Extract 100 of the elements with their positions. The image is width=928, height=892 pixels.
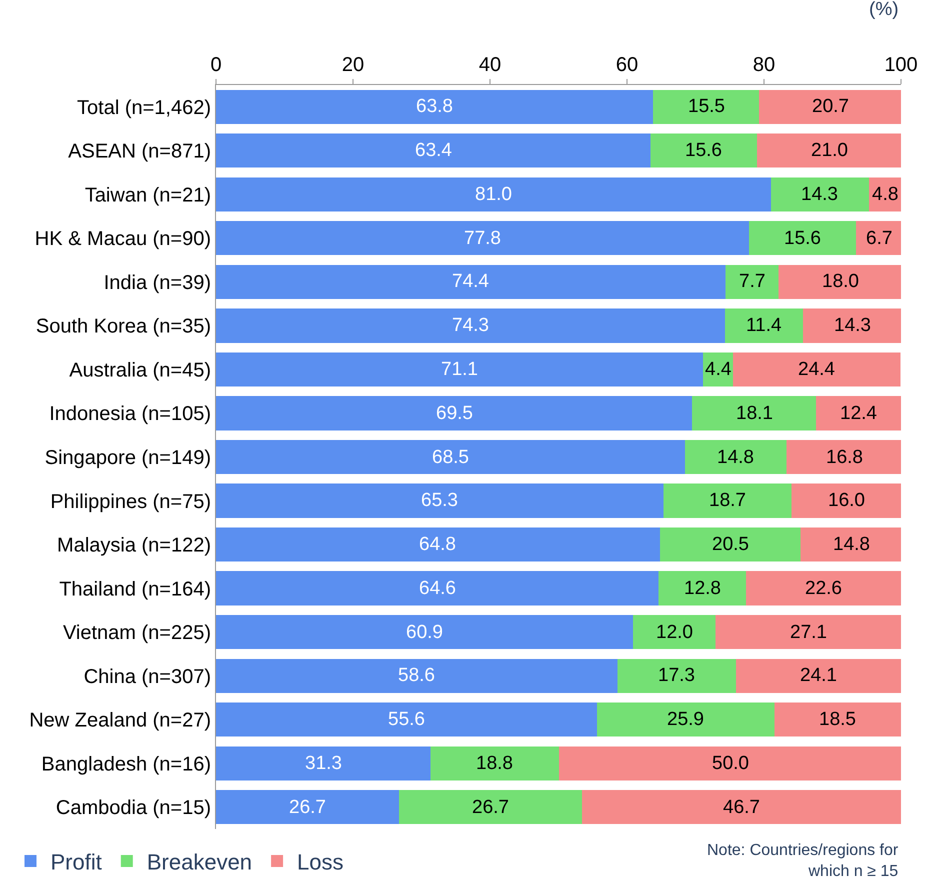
data-label: 21.0 (811, 140, 848, 161)
y-tick-label: Bangladesh (n=16) (41, 753, 211, 776)
data-label: 15.6 (784, 228, 821, 249)
bar (216, 352, 704, 387)
bar (216, 614, 634, 650)
x-tick-label: 60 (616, 54, 638, 76)
data-label: 31.3 (305, 753, 342, 774)
data-label: 18.8 (476, 753, 513, 774)
y-tick-label: Philippines (n=75) (50, 490, 211, 513)
bar (216, 790, 399, 824)
data-label: 6.7 (866, 228, 892, 249)
bar (596, 702, 774, 737)
data-label: 63.8 (416, 96, 453, 117)
bar (791, 484, 901, 518)
data-label: 18.5 (819, 709, 856, 730)
bar (786, 440, 901, 474)
bar (582, 790, 901, 824)
data-label: 58.6 (398, 665, 435, 686)
data-label: 18.0 (822, 271, 859, 292)
y-tick-label: South Korea (n=35) (36, 316, 211, 338)
data-label: 77.8 (464, 228, 501, 249)
data-label: 69.5 (436, 403, 473, 424)
data-label: 14.8 (717, 447, 754, 468)
bar (216, 134, 650, 168)
bar (736, 658, 901, 693)
y-tick-label: Cambodia (n=15) (56, 797, 211, 820)
y-tick-label: ASEAN (n=871) (68, 140, 211, 163)
bar (778, 264, 901, 300)
data-label: 15.6 (685, 140, 722, 161)
data-label: 74.4 (452, 271, 490, 292)
bar (803, 308, 901, 343)
x-tick-label: 80 (752, 54, 776, 76)
data-label: 65.3 (421, 490, 458, 511)
bar (746, 571, 901, 606)
bar (216, 746, 430, 780)
data-label: 12.0 (656, 622, 693, 643)
bar (757, 134, 901, 168)
bar (816, 396, 901, 430)
data-label: 27.1 (790, 622, 827, 643)
bar (430, 746, 560, 780)
data-label: 16.8 (826, 447, 863, 468)
bar (216, 702, 597, 737)
y-tick-label: HK & Macau (n=90) (34, 228, 211, 250)
bar (216, 571, 659, 606)
data-label: 26.7 (472, 797, 509, 818)
bar (216, 484, 664, 518)
y-tick-label: Vietnam (n=225) (62, 622, 211, 644)
bar (685, 440, 787, 474)
legend-label: Breakeven (146, 850, 252, 875)
data-label: 4.4 (705, 359, 732, 380)
data-label: 18.7 (709, 490, 746, 511)
data-label: 14.8 (833, 534, 870, 555)
data-label: 74.3 (452, 315, 489, 336)
data-label: 71.1 (441, 359, 478, 380)
data-label: 11.4 (746, 315, 782, 336)
y-tick-label: New Zealand (n=27) (29, 710, 211, 732)
bar (692, 396, 816, 430)
data-label: 20.7 (812, 96, 849, 117)
y-tick-label: China (n=307) (84, 666, 211, 688)
bar (774, 702, 901, 737)
data-label: 25.9 (667, 709, 704, 730)
data-label: 60.9 (406, 622, 443, 643)
legend-label: Profit (50, 850, 102, 875)
y-tick-label: Taiwan (n=21) (84, 184, 211, 206)
y-tick-label: India (n=39) (104, 272, 211, 294)
bar (658, 571, 746, 606)
y-tick-label: Total (n=1,462) (77, 96, 211, 119)
bar (633, 614, 716, 650)
bar (650, 134, 758, 168)
data-label: 68.5 (432, 447, 469, 468)
data-label: 12.4 (840, 403, 878, 424)
data-label: 24.1 (800, 665, 837, 686)
y-tick-label: Singapore (n=149) (44, 447, 211, 469)
bar (663, 484, 792, 518)
data-label: 81.0 (475, 184, 512, 205)
data-label: 24.4 (798, 359, 836, 380)
y-tick-label: Thailand (n=164) (59, 578, 211, 600)
text: Note: Countries/regions for which n ≥ 15 (707, 842, 899, 880)
bar (216, 396, 692, 430)
data-label: 4.8 (872, 184, 898, 205)
bar (800, 527, 901, 562)
bar (653, 90, 760, 124)
bar (748, 221, 856, 256)
bar (216, 658, 618, 693)
x-tick-label: 100 (884, 54, 918, 76)
data-label: 15.5 (688, 96, 725, 117)
bar (216, 177, 771, 212)
data-label: 17.3 (658, 665, 695, 686)
bar (759, 90, 901, 124)
data-label: 14.3 (801, 184, 838, 205)
data-label: 16.0 (828, 490, 865, 511)
bar (559, 746, 901, 780)
data-label: 20.5 (712, 534, 749, 555)
bar (216, 440, 686, 474)
bar (733, 352, 900, 387)
data-label: 12.8 (684, 578, 721, 599)
y-tick-label: Australia (n=45) (69, 359, 211, 382)
bar (216, 308, 725, 343)
data-label: 55.6 (388, 709, 425, 730)
legend-label: Loss (297, 850, 344, 875)
